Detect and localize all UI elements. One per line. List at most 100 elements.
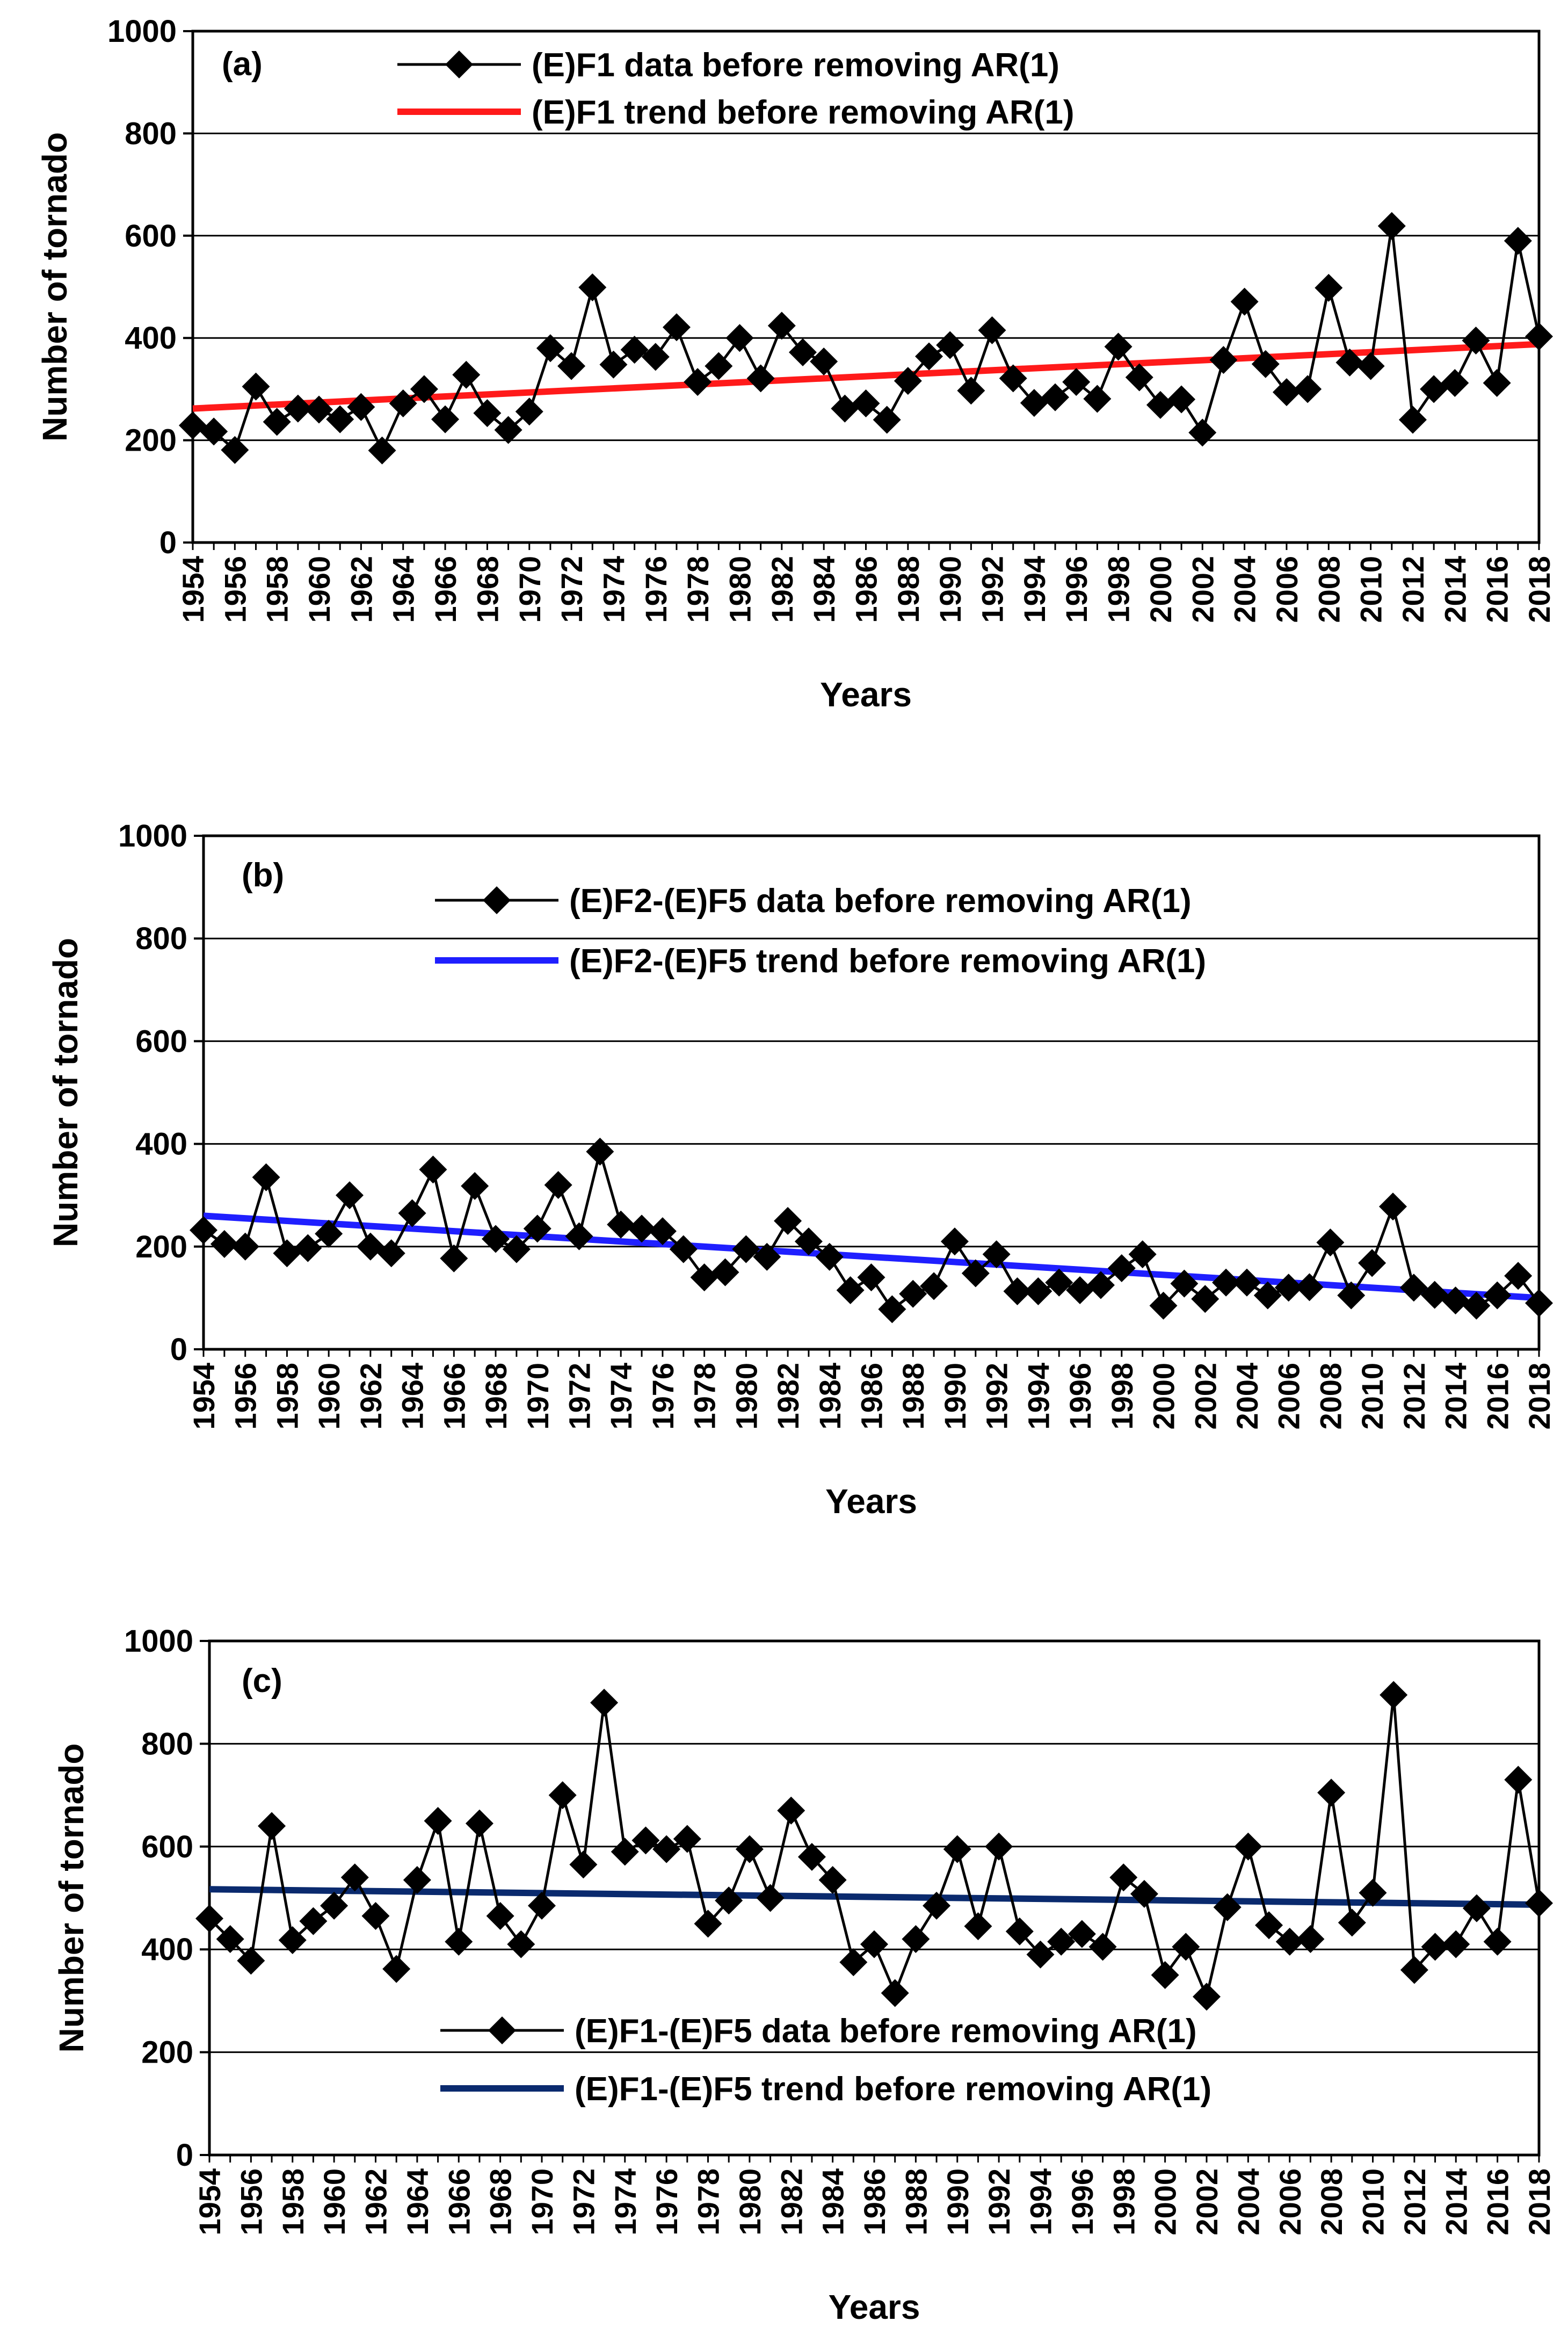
x-tick-label: 1966	[429, 556, 462, 623]
x-tick-label: 2002	[1190, 2168, 1224, 2236]
data-point	[1296, 1925, 1325, 1954]
data-point	[315, 1219, 343, 1248]
x-tick-label: 2008	[1312, 556, 1346, 623]
data-point	[190, 1216, 217, 1245]
x-tick-label: 1986	[855, 1363, 889, 1430]
data-point	[985, 1832, 1013, 1861]
data-point	[528, 1891, 556, 1920]
x-tick-label: 1964	[387, 556, 420, 623]
data-point	[1107, 1254, 1136, 1282]
x-tick-label: 1978	[681, 556, 715, 623]
x-tick-label: 1998	[1107, 2168, 1141, 2236]
legend-data-label: (E)F1-(E)F5 data before removing AR(1)	[575, 2013, 1197, 2050]
data-point	[936, 331, 964, 359]
data-point	[263, 408, 291, 436]
y-axis-title: Number of tornado	[35, 132, 74, 442]
x-tick-label: 1958	[270, 1363, 304, 1430]
x-tick-label: 1958	[260, 556, 294, 623]
data-point	[361, 1901, 390, 1930]
x-tick-label: 2014	[1439, 1363, 1473, 1430]
data-point	[482, 1225, 510, 1253]
data-point	[1337, 1281, 1366, 1310]
data-point	[1525, 1889, 1553, 1918]
data-point	[1441, 368, 1469, 397]
data-point	[445, 1927, 473, 1956]
data-point	[1253, 1281, 1282, 1310]
trend-line	[209, 1886, 1540, 1908]
data-point	[652, 1835, 681, 1863]
data-point	[578, 273, 607, 301]
data-point	[1170, 1269, 1199, 1298]
data-point	[1462, 1291, 1491, 1320]
data-point	[810, 347, 838, 375]
x-tick-label: 1992	[976, 556, 1010, 623]
data-point	[1062, 368, 1091, 396]
x-tick-label: 1954	[187, 1363, 221, 1430]
x-tick-label: 2010	[1354, 556, 1388, 623]
x-tick-label: 1968	[470, 556, 504, 623]
x-tick-label: 1972	[567, 2168, 600, 2236]
x-tick-label: 1968	[479, 1363, 513, 1430]
y-tick-label: 200	[135, 1230, 187, 1264]
data-point	[1041, 383, 1070, 411]
x-tick-label: 2016	[1480, 1363, 1514, 1430]
x-tick-label: 1988	[896, 1363, 930, 1430]
data-point	[1316, 1228, 1345, 1257]
x-tick-label: 2008	[1313, 1363, 1347, 1430]
x-tick-label: 1954	[193, 2168, 227, 2236]
data-point	[873, 406, 901, 434]
x-tick-label: 1960	[312, 1363, 346, 1430]
y-tick-label: 200	[125, 423, 177, 458]
x-tick-label: 1998	[1105, 1363, 1139, 1430]
x-tick-label: 2018	[1522, 2168, 1556, 2236]
data-point	[1421, 1933, 1449, 1961]
legend-data-marker	[445, 50, 473, 78]
data-point	[1358, 1249, 1386, 1277]
data-point	[1504, 1262, 1533, 1290]
y-tick-label: 0	[159, 525, 177, 560]
x-tick-label: 1966	[442, 2168, 476, 2236]
data-point	[1024, 1277, 1052, 1305]
data-point	[305, 395, 333, 424]
data-point	[899, 1279, 927, 1308]
x-tick-label: 2006	[1272, 1363, 1306, 1430]
x-tick-label: 1980	[723, 556, 757, 623]
data-point	[1380, 1681, 1408, 1709]
data-point	[419, 1155, 447, 1184]
x-tick-label: 1966	[437, 1363, 471, 1430]
x-tick-label: 2016	[1480, 556, 1514, 623]
data-point	[852, 389, 880, 418]
data-point	[179, 411, 207, 439]
y-tick-label: 600	[125, 219, 177, 254]
data-point	[669, 1235, 698, 1263]
data-point	[278, 1926, 307, 1954]
x-tick-label: 1978	[692, 2168, 725, 2236]
data-point	[1400, 1956, 1428, 1984]
x-tick-label: 1956	[229, 1363, 263, 1430]
data-point	[1230, 287, 1259, 316]
y-tick-label: 800	[135, 921, 187, 956]
data-point	[694, 1910, 722, 1938]
x-tick-label: 1990	[933, 556, 967, 623]
data-point	[1104, 332, 1133, 361]
data-point	[982, 1240, 1011, 1269]
data-point	[628, 1214, 656, 1243]
data-point	[788, 338, 817, 366]
x-tick-label: 1990	[938, 1363, 972, 1430]
legend-data-label: (E)F1 data before removing AR(1)	[532, 47, 1059, 84]
data-point	[398, 1199, 426, 1227]
data-point	[599, 350, 628, 379]
data-point	[690, 1263, 718, 1292]
x-tick-label: 2014	[1438, 556, 1472, 623]
x-tick-label: 1982	[771, 1363, 805, 1430]
data-point	[586, 1137, 614, 1166]
data-point	[839, 1948, 868, 1977]
data-point	[1193, 1983, 1221, 2011]
x-tick-label: 1974	[604, 1363, 638, 1430]
data-point	[774, 1207, 802, 1235]
x-tick-label: 1962	[359, 2168, 393, 2236]
x-tick-label: 2016	[1481, 2168, 1515, 2236]
data-point	[237, 1947, 265, 1975]
data-point	[1338, 1908, 1366, 1937]
